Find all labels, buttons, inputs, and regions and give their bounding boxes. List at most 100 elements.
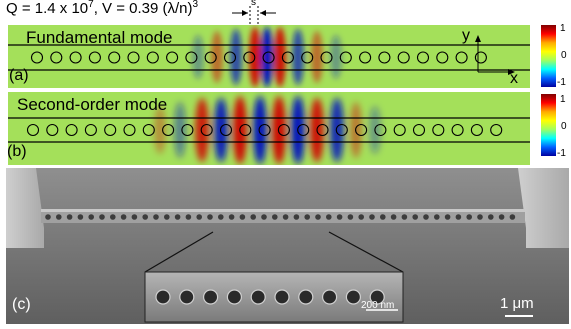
beam-hole	[185, 214, 192, 220]
panel-b-cb-tick-mid: 0	[561, 121, 567, 132]
panel-b-tag: (b)	[7, 143, 27, 160]
panel-a-hole	[416, 51, 430, 64]
panel-b-hole	[470, 123, 483, 137]
panel-a-hole	[243, 51, 256, 64]
beam-hole	[142, 214, 148, 220]
beam-hole	[336, 214, 343, 220]
beam-hole	[455, 214, 462, 220]
panel-a-hole	[320, 51, 333, 64]
panel-a-field-lobe	[211, 31, 223, 83]
sem-svg	[6, 168, 569, 324]
panel-a-hole	[108, 51, 121, 64]
beam-hole	[261, 214, 267, 220]
panel-a-hole	[185, 51, 198, 64]
beam-hole	[326, 214, 332, 220]
panel-a-hole	[301, 51, 314, 64]
inset-hole	[179, 289, 195, 305]
panel-b-hole	[200, 123, 213, 137]
beam-hole	[380, 214, 386, 220]
panel-b-hole	[297, 123, 310, 137]
panel-a-hole	[378, 51, 391, 64]
beam-hole	[444, 214, 451, 220]
inset-hole	[203, 289, 219, 305]
panel-b-svg	[8, 92, 530, 165]
panel-a-hole	[69, 51, 82, 64]
beam-hole	[509, 214, 516, 220]
panel-b-field-lobe	[174, 102, 186, 158]
panel-a-hole	[50, 51, 63, 64]
v-exponent: 3	[192, 0, 199, 10]
s-dimension-marker	[232, 6, 276, 34]
beam-hole	[153, 214, 159, 220]
panel-b-hole	[258, 123, 271, 137]
panel-a-field-lobe	[192, 35, 204, 79]
panel-b-hole	[277, 123, 290, 137]
beam-hole	[250, 214, 256, 220]
panel-b-field-lobe	[330, 98, 344, 162]
beam-hole	[120, 214, 127, 220]
panel-a-svg	[8, 25, 530, 88]
beam-hole	[304, 214, 311, 220]
panel-a-field-lobe	[274, 27, 286, 87]
panel-a-hole	[30, 51, 44, 64]
panel-b-hole	[46, 123, 59, 137]
q-text: Q = 1.4 x 10	[6, 0, 89, 17]
panel-b-hole	[219, 123, 233, 137]
panel-a-hole	[436, 51, 449, 64]
panel-a-tag: (a)	[9, 67, 29, 84]
panel-b-hole	[123, 123, 136, 137]
s-label: s	[251, 0, 256, 8]
beam-hole	[164, 214, 170, 220]
panel-b-field-lobe	[272, 96, 286, 164]
panel-b-hole	[142, 123, 155, 137]
beam-hole	[423, 214, 429, 220]
panel-b-field-lobe	[253, 96, 267, 164]
beam-hole	[401, 214, 408, 220]
beam-hole	[77, 214, 84, 220]
inset-hole	[155, 289, 171, 305]
q-v-label: Q = 1.4 x 107, V = 0.39 (λ/n)3	[6, 0, 198, 17]
inset-hole	[250, 289, 266, 305]
panel-a-cb-tick-mid: 0	[561, 50, 567, 61]
beam-hole	[390, 214, 397, 220]
panel-a-hole	[204, 51, 217, 64]
inset-hole	[298, 289, 314, 305]
beam-hole	[498, 214, 505, 220]
panel-b-hole	[26, 123, 40, 137]
beam-hole	[293, 214, 300, 220]
inset-scale-label: 200 nm	[361, 300, 395, 311]
panel-a-hole	[397, 51, 410, 64]
panel-c-sem-image	[6, 168, 569, 324]
beam-hole	[99, 214, 105, 220]
beam-hole	[369, 214, 375, 220]
panel-b-cb-tick-min: -1	[557, 148, 566, 159]
beam-hole	[56, 214, 62, 220]
panel-a-cb-tick-min: -1	[557, 77, 566, 88]
panel-a-hole	[127, 51, 140, 64]
panel-b-hole	[335, 123, 348, 137]
panel-a-title: Fundamental mode	[26, 28, 173, 47]
panel-b-colorbar	[541, 94, 556, 156]
beam-hole	[131, 214, 138, 220]
inset-hole	[322, 289, 338, 305]
q-exponent: 7	[88, 0, 94, 10]
panel-c-tag: (c)	[12, 296, 31, 313]
beam-hole	[272, 214, 278, 220]
panel-b-cb-tick-max: 1	[560, 94, 566, 105]
beam-hole	[174, 214, 181, 220]
axis-y-label: y	[462, 27, 470, 44]
beam-hole	[218, 214, 224, 220]
beam-hole	[412, 214, 419, 220]
panel-b-field-lobe	[195, 98, 209, 162]
inset-hole	[345, 289, 361, 305]
beam-hole	[228, 214, 235, 220]
panel-b-hole	[84, 123, 97, 137]
panel-b-hole	[316, 123, 329, 137]
panel-a-field-lobe	[261, 27, 273, 87]
panel-b-hole	[65, 123, 78, 137]
panel-a-hole	[146, 51, 159, 64]
beam-hole	[347, 214, 354, 220]
panel-a-field-lobe	[292, 29, 304, 85]
beam-hole	[239, 214, 246, 220]
panel-b-title: Second-order mode	[17, 95, 168, 114]
